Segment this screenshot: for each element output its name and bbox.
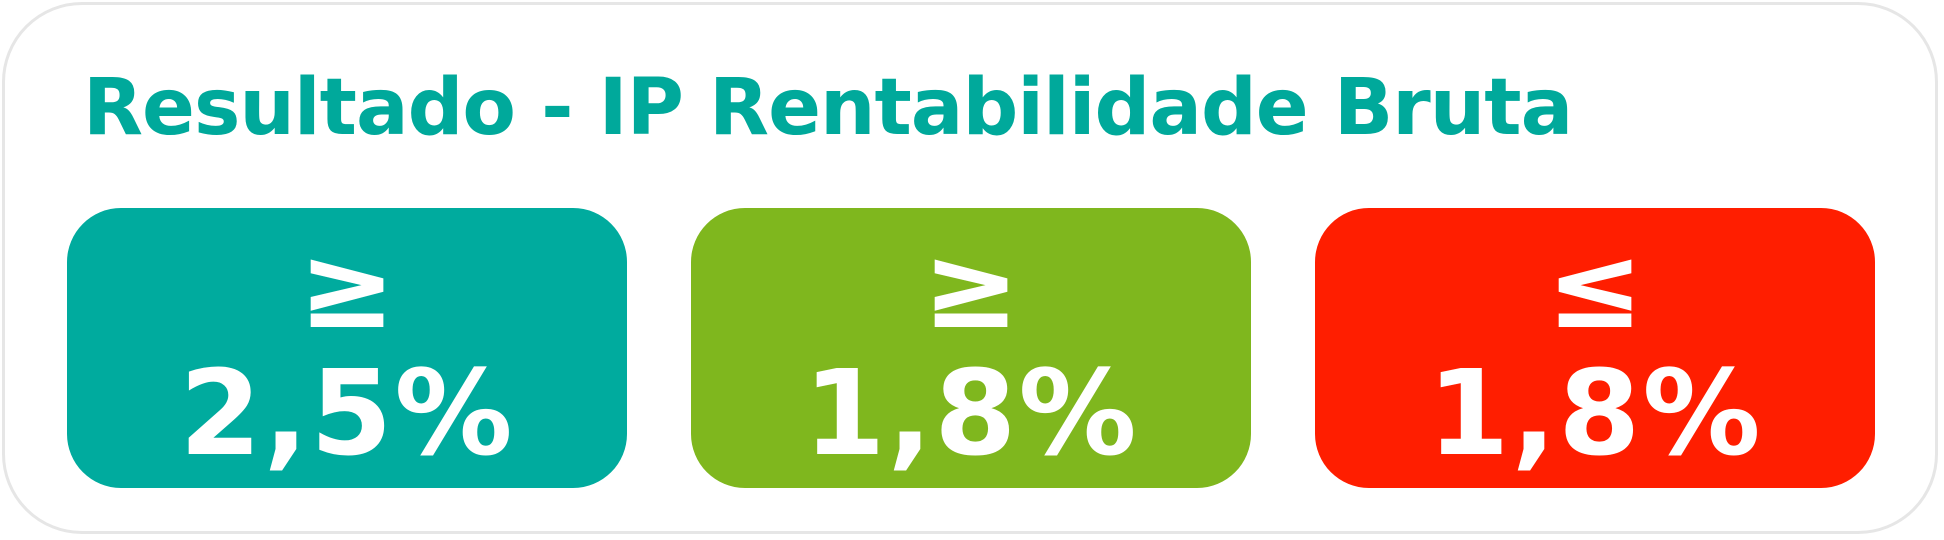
result-card-high: ≥ 2,5% xyxy=(67,208,627,488)
panel-title: Resultado - IP Rentabilidade Bruta xyxy=(83,63,1573,153)
comparison-symbol: ≥ xyxy=(298,220,396,355)
threshold-value: 1,8% xyxy=(1427,344,1763,482)
comparison-symbol: ≤ xyxy=(1546,220,1644,355)
threshold-value: 2,5% xyxy=(179,344,515,482)
result-card-low: ≤ 1,8% xyxy=(1315,208,1875,488)
threshold-value: 1,8% xyxy=(803,344,1139,482)
comparison-symbol: ≥ xyxy=(922,220,1020,355)
result-card-medium: ≥ 1,8% xyxy=(691,208,1251,488)
